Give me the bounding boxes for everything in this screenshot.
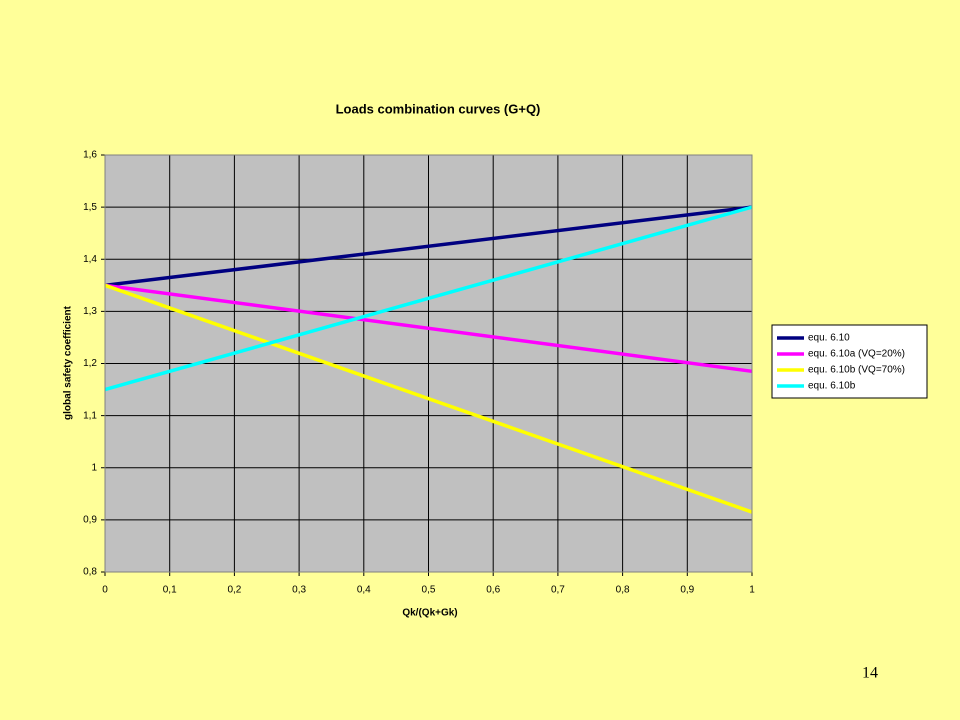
x-tick-label: 0 xyxy=(102,585,108,596)
x-tick-label: 1 xyxy=(749,585,755,596)
series-line xyxy=(104,205,753,392)
series-line xyxy=(104,283,753,514)
y-tick-label: 0,9 xyxy=(83,515,97,526)
x-axis-title: Qk/(Qk+Gk) xyxy=(402,608,457,619)
ticks: 0,8 0,9 1 1,1 1,2 1,3 1,4 1,5 1,6 0 0,1 0,2 0,3 0,4 0,… xyxy=(83,150,755,596)
legend-label: equ. 6.10b xyxy=(808,381,856,392)
x-tick-label: 0,5 xyxy=(422,585,436,596)
series-line xyxy=(104,205,753,288)
plot-border xyxy=(104,154,753,573)
x-tick-label: 0,1 xyxy=(163,585,177,596)
y-tick-label: 1,1 xyxy=(83,410,97,421)
y-tick-label: 1,4 xyxy=(83,254,97,265)
y-tick-label: 1 xyxy=(91,462,97,473)
y-tick-label: 1,3 xyxy=(83,306,97,317)
y-axis-title: global safety coefficient xyxy=(63,305,74,420)
legend-label: equ. 6.10b (VQ=70%) xyxy=(808,365,905,376)
y-tick-label: 1,6 xyxy=(83,150,97,161)
x-tick-label: 0,9 xyxy=(680,585,694,596)
legend-label: equ. 6.10 xyxy=(808,333,850,344)
chart-title: Loads combination curves (G+Q) xyxy=(336,101,541,116)
y-tick-label: 1,5 xyxy=(83,202,97,213)
x-tick-label: 0,2 xyxy=(227,585,241,596)
x-tick-label: 0,4 xyxy=(357,585,371,596)
y-tick-label: 1,2 xyxy=(83,358,97,369)
x-tick-label: 0,3 xyxy=(292,585,306,596)
legend: equ. 6.10 equ. 6.10a (VQ=20%) equ. 6.10b (… xyxy=(777,333,905,392)
y-tick-label: 0,8 xyxy=(83,567,97,578)
x-tick-label: 0,7 xyxy=(551,585,565,596)
page-number: 14 xyxy=(862,665,878,682)
x-tick-label: 0,6 xyxy=(486,585,500,596)
legend-label: equ. 6.10a (VQ=20%) xyxy=(808,349,905,360)
series-line xyxy=(104,283,753,374)
lines xyxy=(104,205,753,514)
x-tick-label: 0,8 xyxy=(616,585,630,596)
